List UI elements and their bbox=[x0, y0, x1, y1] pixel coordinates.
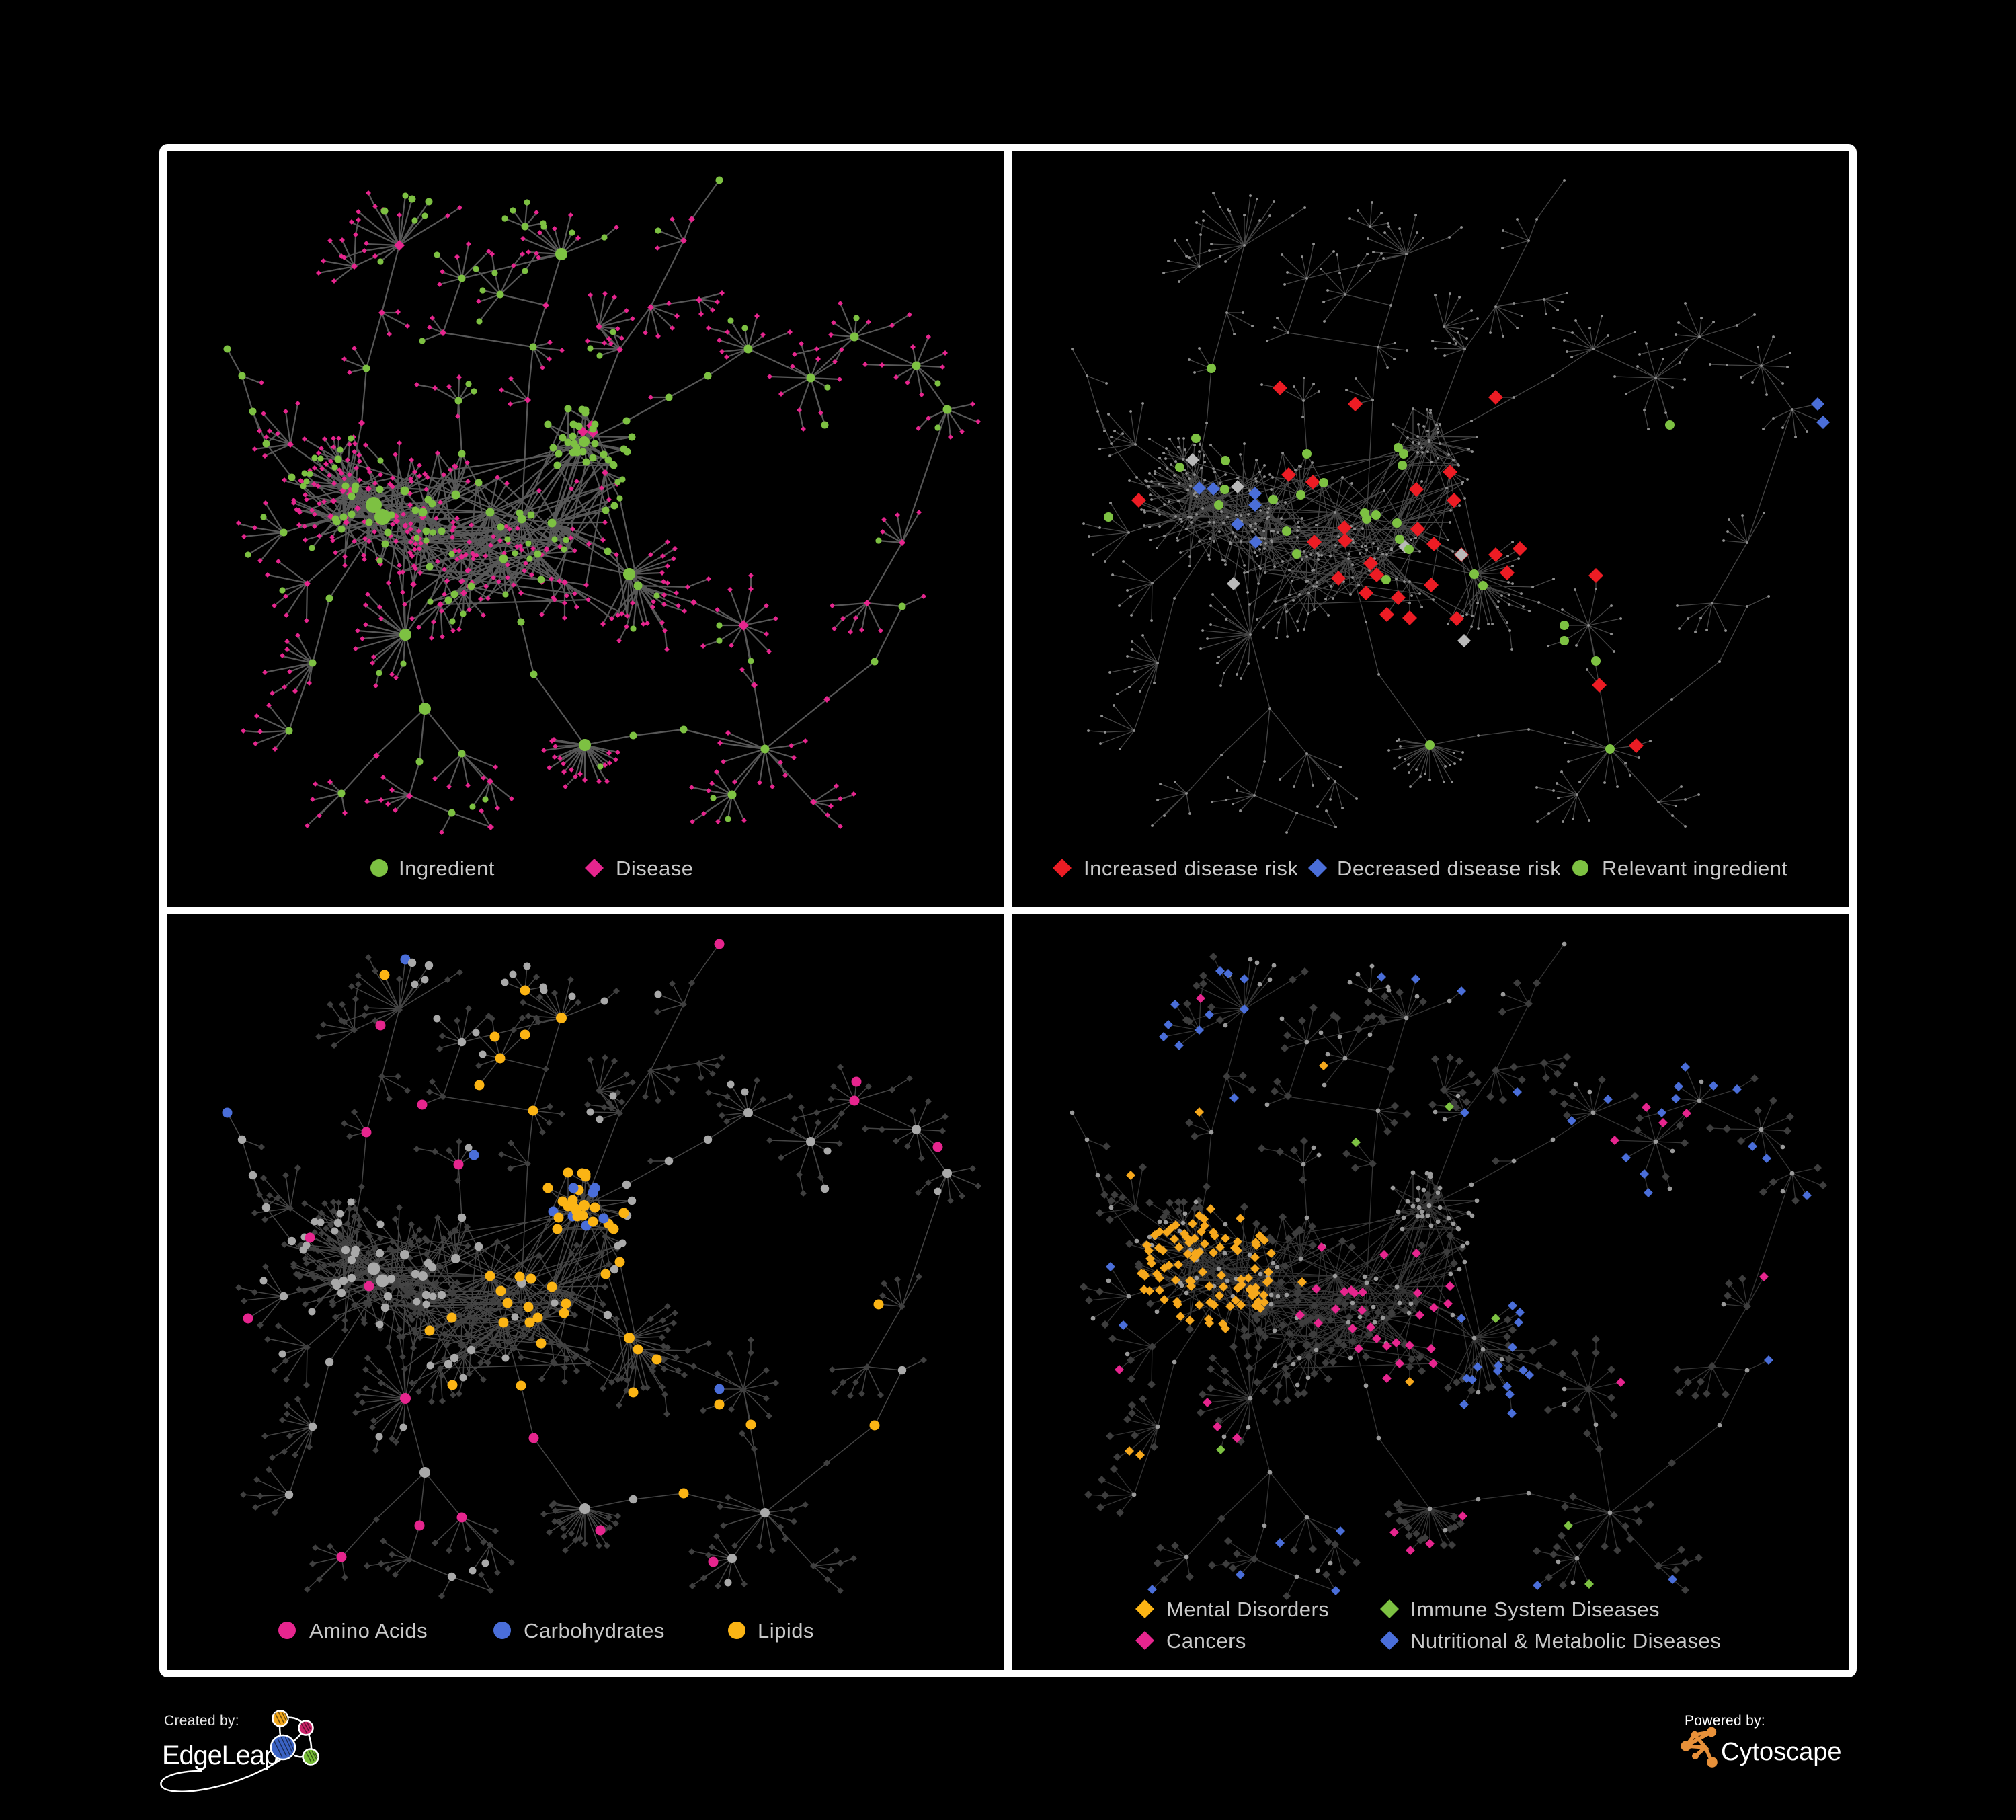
svg-text:Carbohydrates: Carbohydrates bbox=[524, 1619, 665, 1643]
svg-text:Relevant ingredient: Relevant ingredient bbox=[1602, 857, 1788, 880]
svg-text:EdgeLeap: EdgeLeap bbox=[162, 1741, 278, 1770]
svg-text:Created by:: Created by: bbox=[164, 1713, 239, 1729]
svg-text:Mental Disorders: Mental Disorders bbox=[1166, 1597, 1329, 1621]
svg-text:Ingredient: Ingredient bbox=[399, 857, 495, 880]
svg-text:Cytoscape: Cytoscape bbox=[1721, 1738, 1842, 1766]
svg-text:Decreased disease risk: Decreased disease risk bbox=[1337, 857, 1561, 880]
svg-text:Increased disease risk: Increased disease risk bbox=[1084, 857, 1298, 880]
svg-text:Amino Acids: Amino Acids bbox=[309, 1619, 428, 1643]
svg-text:Immune System Diseases: Immune System Diseases bbox=[1410, 1597, 1660, 1621]
svg-text:Lipids: Lipids bbox=[758, 1619, 814, 1643]
svg-text:Nutritional & Metabolic Diseas: Nutritional & Metabolic Diseases bbox=[1410, 1629, 1721, 1653]
svg-text:Powered by:: Powered by: bbox=[1685, 1713, 1765, 1729]
svg-text:Cancers: Cancers bbox=[1166, 1629, 1246, 1653]
svg-text:Disease: Disease bbox=[616, 857, 694, 880]
